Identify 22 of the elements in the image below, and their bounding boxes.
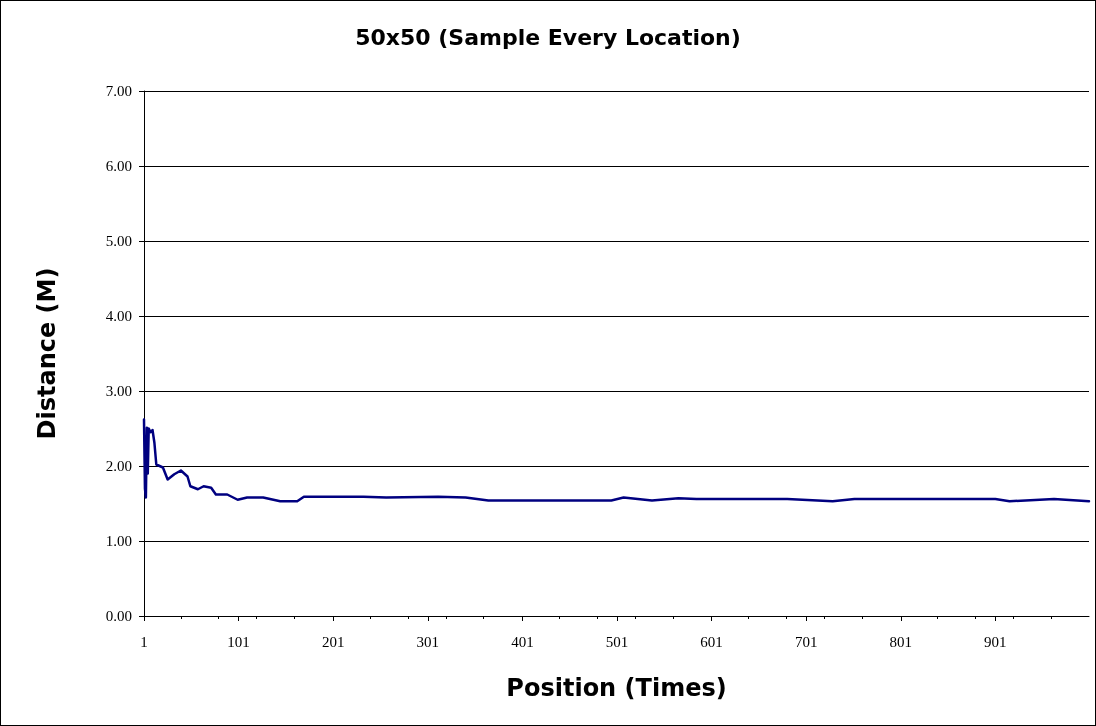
- y-tick-label: 3.00: [105, 383, 132, 399]
- x-tick-label: 201: [321, 633, 345, 650]
- x-tick-label: 1: [140, 633, 148, 650]
- x-tick-label: 901: [984, 633, 1007, 650]
- y-axis-title: Distance (M): [33, 267, 61, 440]
- y-tick-label: 7.00: [105, 83, 132, 99]
- x-tick-label: 701: [794, 633, 818, 650]
- x-tick-label: 601: [700, 633, 723, 650]
- y-tick-label: 2.00: [105, 458, 132, 474]
- x-tick-label: 401: [511, 633, 534, 650]
- y-tick-label: 4.00: [105, 308, 132, 324]
- y-tick-label: 0.00: [105, 608, 132, 624]
- chart-title: 50x50 (Sample Every Location): [355, 24, 741, 50]
- y-tick-label: 1.00: [105, 533, 132, 549]
- x-tick-label: 501: [605, 633, 629, 650]
- x-tick-label: 801: [889, 633, 913, 650]
- y-tick-label: 5.00: [105, 233, 132, 249]
- x-tick-label: 101: [227, 633, 250, 650]
- line-series: [142, 418, 1091, 503]
- x-axis-title: Position (Times): [506, 674, 727, 702]
- x-tick-label: 301: [416, 633, 440, 650]
- y-tick-label: 6.00: [105, 158, 132, 174]
